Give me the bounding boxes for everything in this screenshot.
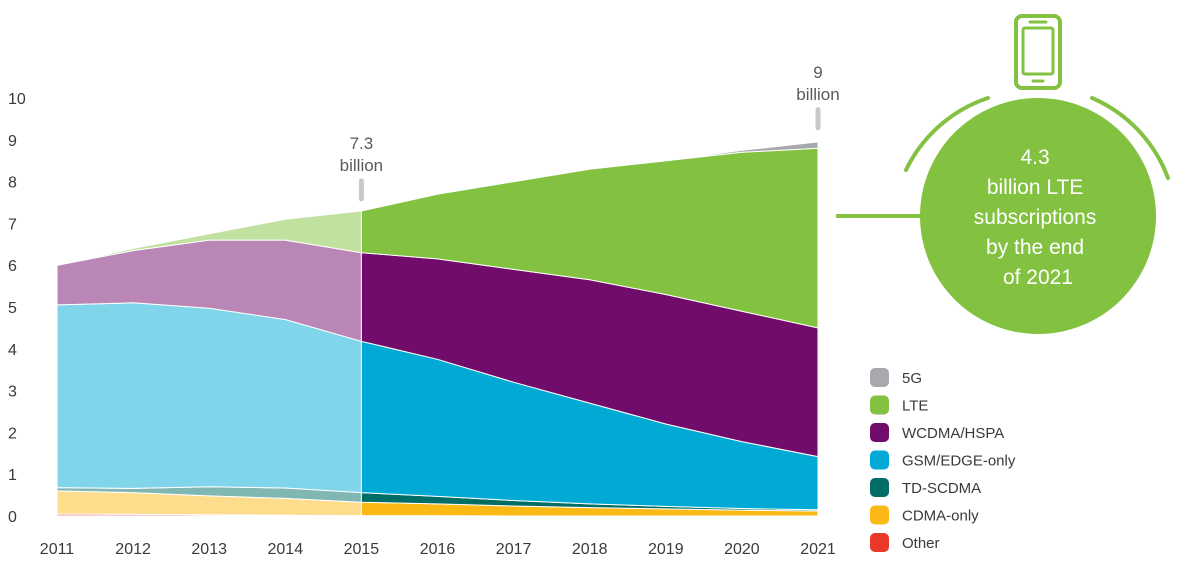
legend-item-td-scdma: TD-SCDMA — [870, 478, 981, 497]
legend-swatch — [870, 423, 889, 442]
legend-swatch — [870, 450, 889, 470]
callout-line-4: by the end — [986, 236, 1084, 259]
area-layers — [56, 141, 819, 517]
legend-item-gsm-edge-only: GSM/EDGE-only — [870, 450, 1016, 470]
x-tick-label: 2021 — [800, 541, 836, 558]
y-tick-label: 10 — [8, 91, 26, 108]
callout-line-5: of 2021 — [1003, 266, 1073, 289]
annotation-label: billion — [796, 85, 839, 104]
legend-item-other: Other — [870, 533, 940, 552]
callout-arc-left — [904, 96, 990, 172]
legend-swatch — [870, 478, 889, 497]
x-tick-label: 2020 — [724, 541, 760, 558]
legend-item-lte: LTE — [870, 395, 928, 415]
x-axis: 2011 2012 2013 2014 2015 2016 2017 2018 2019 2020… — [40, 541, 836, 558]
x-tick-label: 2013 — [191, 541, 227, 558]
legend-label: LTE — [902, 398, 928, 415]
legend-swatch — [870, 368, 889, 387]
annotation-label: billion — [340, 156, 383, 175]
legend-label: WCDMA/HSPA — [902, 425, 1004, 442]
x-tick-label: 2018 — [572, 541, 608, 558]
legend-item-5g: 5G — [870, 368, 922, 387]
x-tick-label: 2017 — [496, 541, 532, 558]
legend-item-cdma-only: CDMA-only — [870, 505, 979, 525]
y-tick-label: 5 — [8, 300, 17, 317]
y-axis: 0 1 2 3 4 5 6 7 8 9 10 — [8, 91, 26, 526]
svg-text:4.3 billion LTE su: 4.3 billion LTE subscriptions by the end… — [974, 146, 1102, 289]
y-tick-label: 3 — [8, 384, 17, 401]
x-tick-label: 2015 — [344, 541, 380, 558]
y-tick-label: 0 — [8, 509, 17, 526]
legend-swatch — [870, 505, 889, 525]
callout-arc-right — [1090, 96, 1170, 180]
callout-line-1: 4.3 — [1020, 146, 1049, 169]
legend: 5G LTE WCDMA/HSPA GSM/EDGE-only TD-SCDMA CDMA… — [870, 368, 1016, 552]
total-annotations: 7.3 billion 9 billion — [340, 63, 840, 202]
y-tick-label: 6 — [8, 258, 17, 275]
legend-item-wcdma-hspa: WCDMA/HSPA — [870, 423, 1004, 442]
y-tick-label: 4 — [8, 342, 17, 359]
area-gsm-edge-only-historical — [56, 302, 362, 494]
x-tick-label: 2012 — [115, 541, 151, 558]
y-tick-label: 9 — [8, 133, 17, 150]
x-tick-label: 2016 — [420, 541, 456, 558]
legend-label: 5G — [902, 370, 922, 387]
y-tick-label: 2 — [8, 425, 17, 442]
legend-label: TD-SCDMA — [902, 480, 981, 497]
legend-swatch — [870, 533, 889, 552]
x-tick-label: 2011 — [40, 541, 75, 558]
callout-circle — [920, 98, 1156, 334]
y-tick-label: 1 — [8, 467, 17, 484]
smartphone-icon — [1014, 14, 1062, 90]
legend-label: GSM/EDGE-only — [902, 453, 1016, 470]
area-5g-forecast — [361, 141, 819, 212]
annotation-label: 9 — [813, 63, 822, 82]
annotation-label: 7.3 — [350, 134, 374, 153]
x-tick-label: 2014 — [268, 541, 304, 558]
y-tick-label: 8 — [8, 175, 17, 192]
y-tick-label: 7 — [8, 216, 17, 233]
lte-callout: 4.3 billion LTE subscriptions by the end… — [836, 14, 1170, 334]
legend-label: Other — [902, 535, 940, 552]
legend-swatch — [870, 395, 889, 415]
x-tick-label: 2019 — [648, 541, 684, 558]
callout-line-2: billion LTE — [987, 176, 1084, 199]
legend-label: CDMA-only — [902, 508, 979, 525]
callout-line-3: subscriptions — [974, 206, 1097, 229]
